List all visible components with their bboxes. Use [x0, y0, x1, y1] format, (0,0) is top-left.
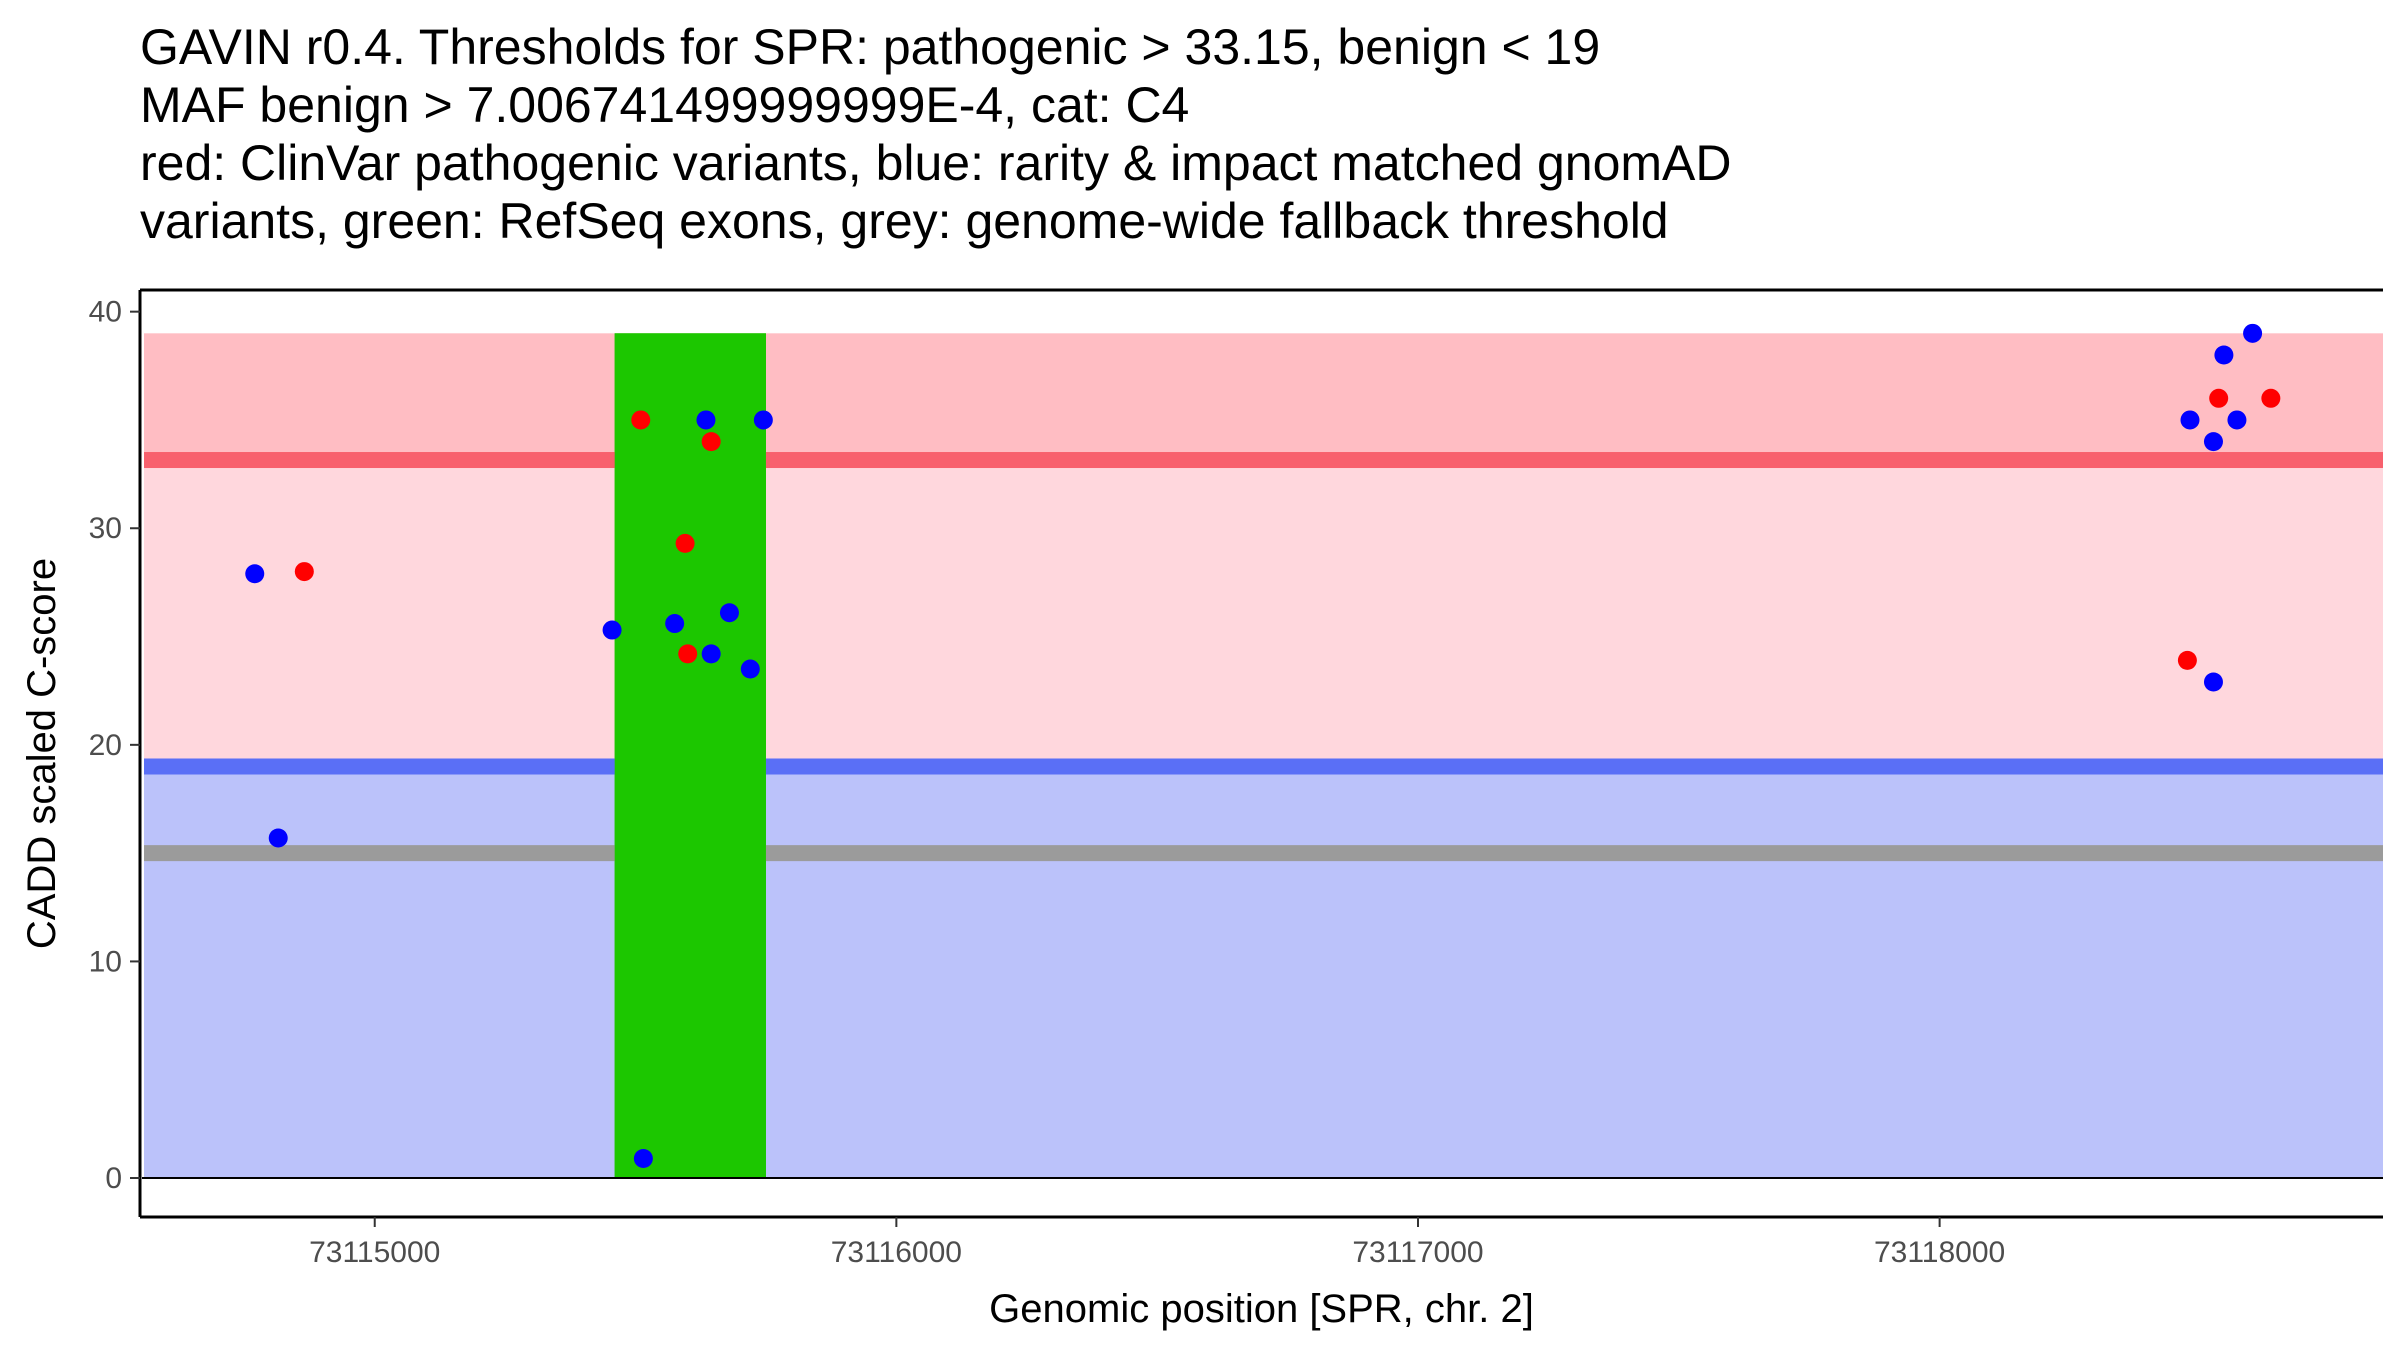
clinvar-point-4: [678, 644, 698, 664]
clinvar-point-1: [294, 562, 314, 582]
y-tick-label-30: 30: [89, 512, 122, 545]
gnomad-point-11: [2180, 410, 2200, 430]
y-tick-label-10: 10: [89, 945, 122, 978]
fallback-threshold-line: [144, 845, 2383, 862]
benign-threshold-line: [144, 758, 2383, 775]
x-tick-label-73118000: 73118000: [1874, 1236, 2005, 1269]
threshold-regions: [144, 333, 2383, 1179]
chart-title-line-1: GAVIN r0.4. Thresholds for SPR: pathogen…: [140, 19, 1601, 75]
clinvar-point-5: [701, 432, 721, 452]
gnomad-point-12: [2203, 432, 2223, 452]
benign-region: [144, 766, 2383, 1179]
gnomad-point-6: [696, 410, 716, 430]
gnomad-point-14: [2227, 410, 2247, 430]
gnomad-point-2: [268, 828, 288, 848]
data-points: [245, 323, 2281, 1169]
chart-title-line-3: red: ClinVar pathogenic variants, blue: …: [140, 135, 1732, 191]
gnomad-point-5: [665, 614, 685, 634]
pathogenic-upper-region: [144, 333, 2383, 461]
threshold-lines: [144, 333, 2383, 1179]
gnomad-point-1: [245, 564, 265, 584]
clinvar-point-7: [2209, 388, 2229, 408]
chart-title-line-4: variants, green: RefSeq exons, grey: gen…: [140, 193, 1669, 249]
pathogenic-threshold-line: [144, 452, 2383, 469]
y-tick-label-40: 40: [89, 296, 122, 329]
chart-title: GAVIN r0.4. Thresholds for SPR: pathogen…: [140, 18, 2360, 250]
gnomad-point-13: [2214, 345, 2234, 365]
x-tick-label-73117000: 73117000: [1352, 1236, 1483, 1269]
clinvar-point-8: [2261, 388, 2281, 408]
gnomad-point-16: [2203, 672, 2223, 692]
chart-title-line-2: MAF benign > 7.006741499999999E-4, cat: …: [140, 77, 1190, 133]
gnomad-point-4: [633, 1149, 653, 1169]
y-tick-label-20: 20: [89, 729, 122, 762]
x-axis-title: Genomic position [SPR, chr. 2]: [989, 1287, 1534, 1331]
y-axis-title: CADD scaled C-score: [20, 558, 64, 949]
gnomad-point-10: [753, 410, 773, 430]
clinvar-point-2: [631, 410, 651, 430]
x-tick-label-73116000: 73116000: [831, 1236, 962, 1269]
y-tick-label-0: 0: [105, 1162, 122, 1195]
gnomad-point-8: [719, 603, 739, 623]
gnomad-point-3: [602, 620, 622, 640]
gnomad-point-9: [740, 659, 760, 679]
gnomad-point-15: [2243, 323, 2263, 343]
exon-region-overlay-1: [614, 333, 766, 1179]
x-tick-label-73115000: 73115000: [309, 1236, 440, 1269]
clinvar-point-3: [675, 533, 695, 553]
pathogenic-lower-region: [144, 460, 2383, 767]
gnomad-point-7: [701, 644, 721, 664]
clinvar-point-6: [2177, 650, 2197, 670]
axes: 0 10 20 30 40 73115000 73116000 73117000 7311800…: [89, 288, 2383, 1269]
